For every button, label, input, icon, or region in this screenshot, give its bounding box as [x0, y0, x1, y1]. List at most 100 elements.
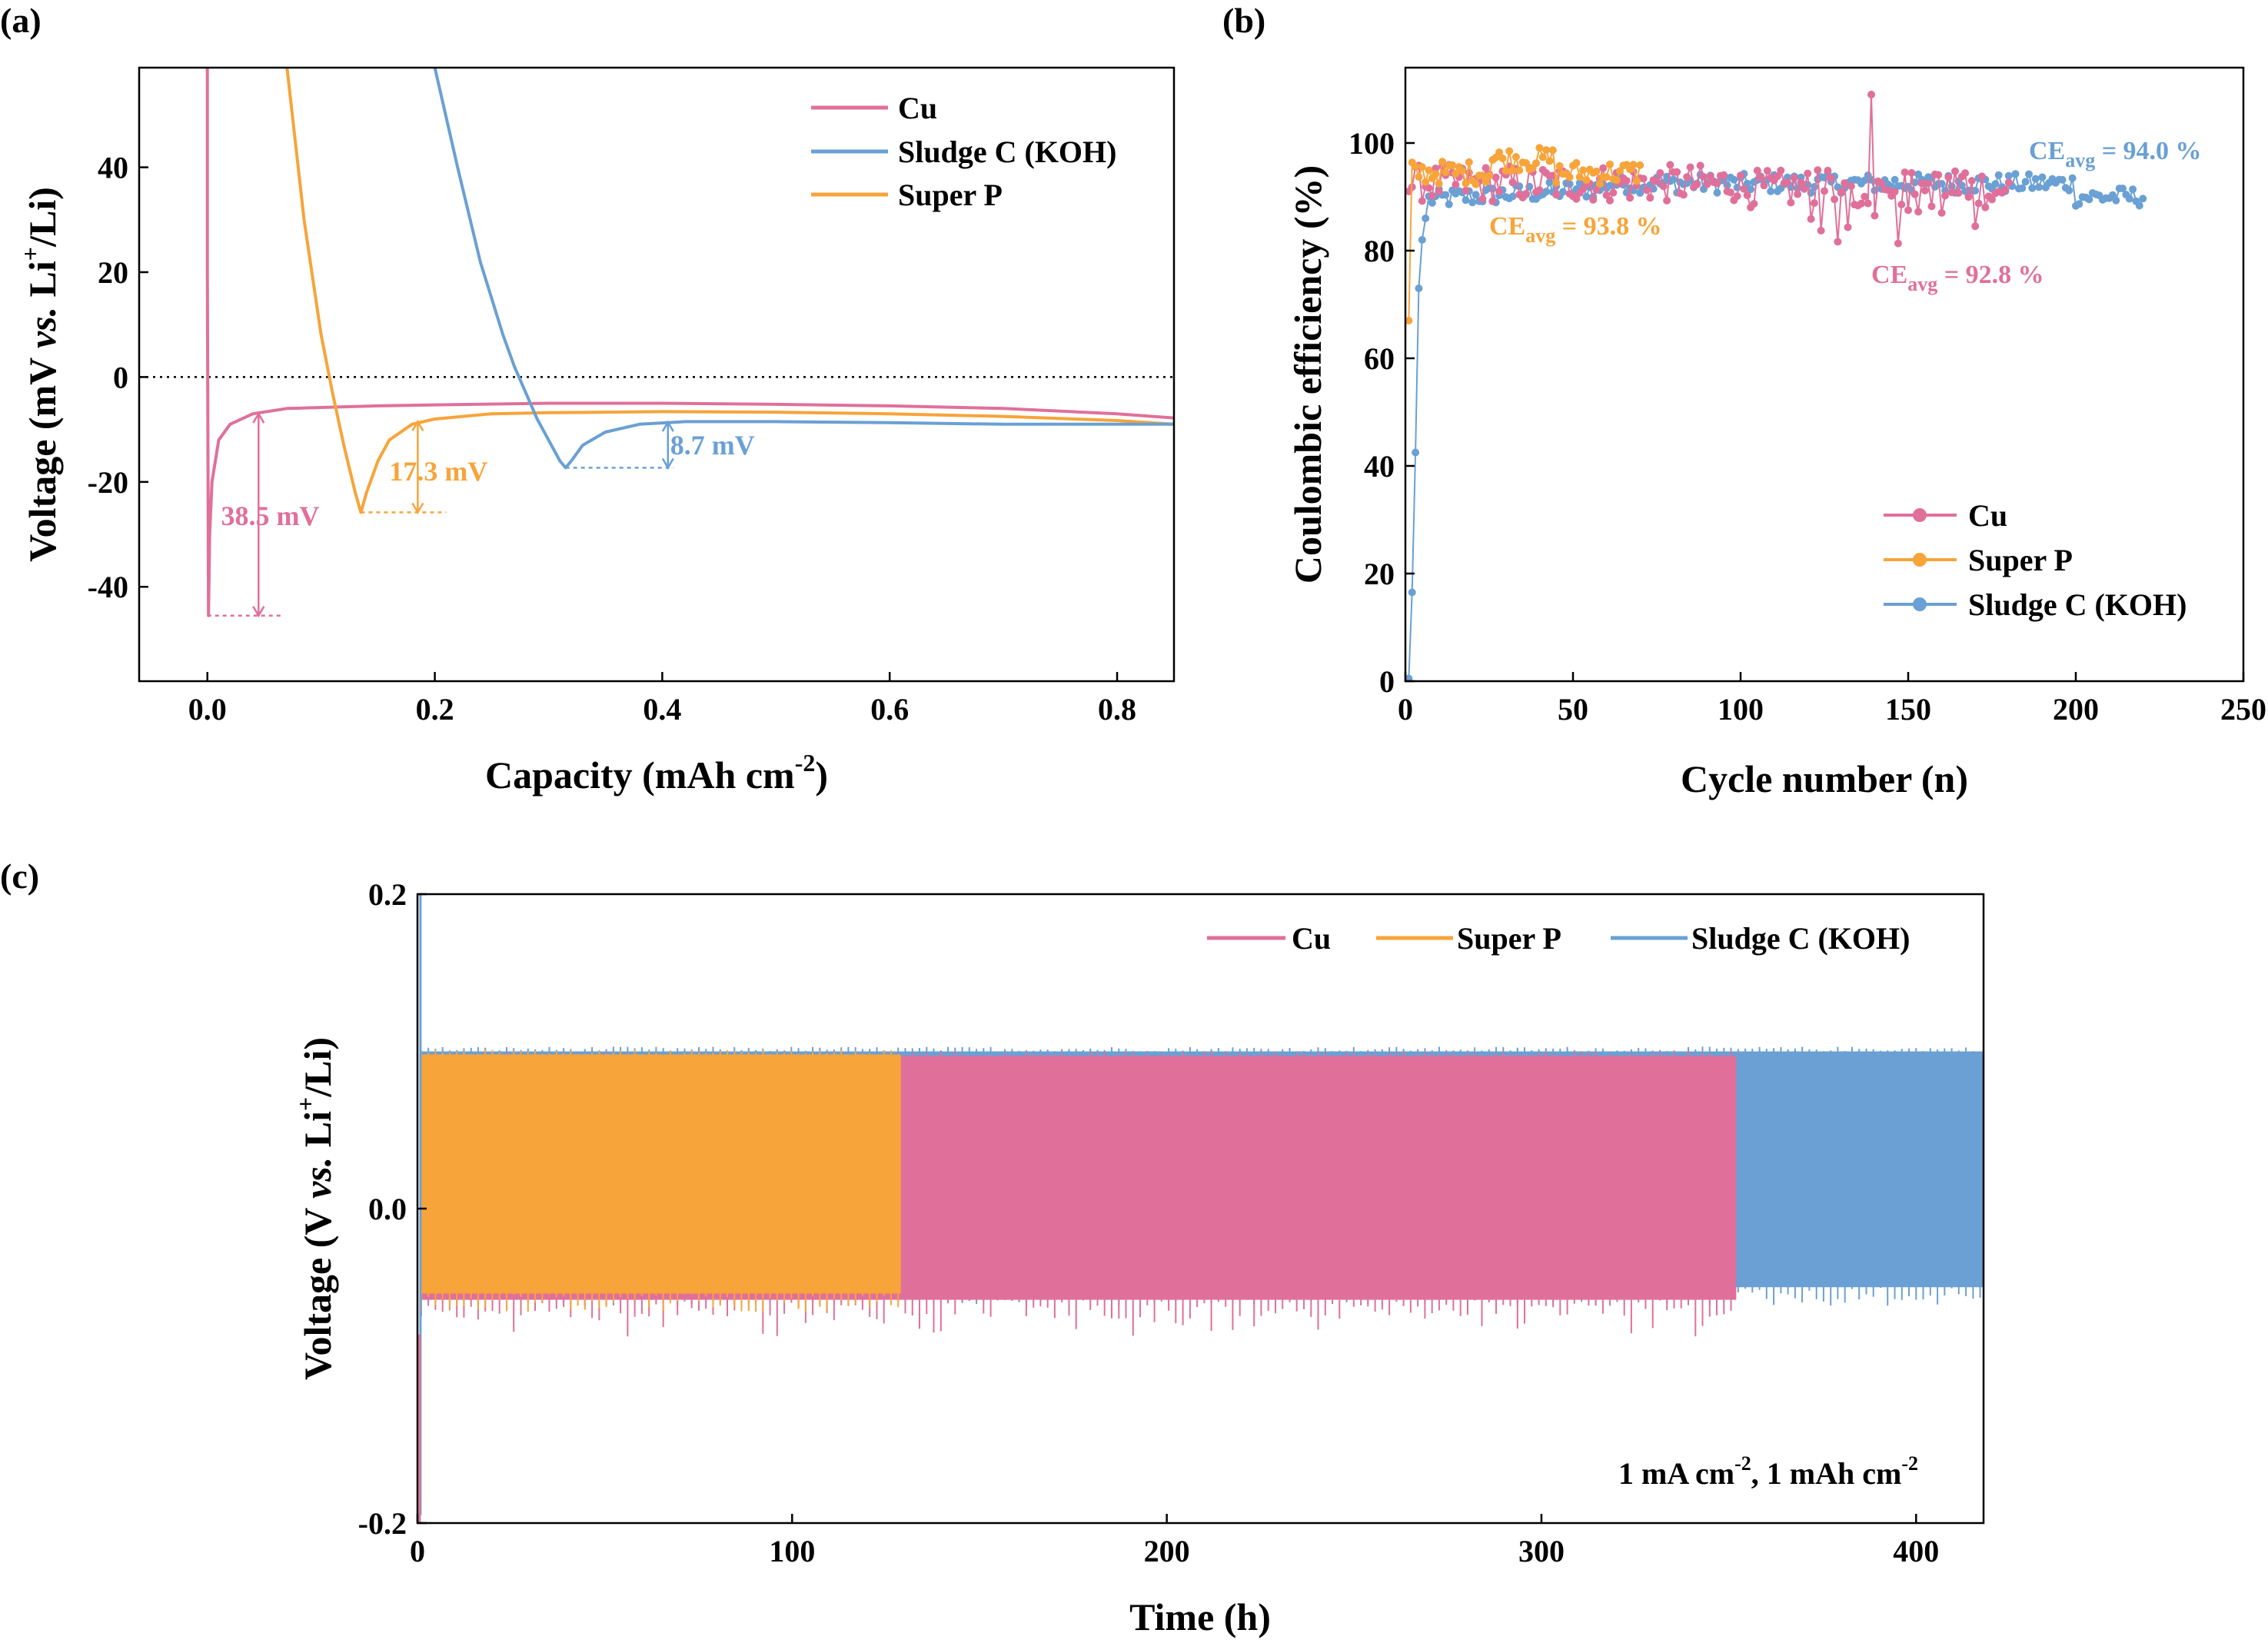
data-point-cu	[1804, 169, 1812, 178]
data-point-superp	[1472, 180, 1480, 188]
data-point-superp	[1462, 179, 1470, 188]
data-point-cu	[1941, 191, 1949, 200]
data-point-cu	[1847, 182, 1855, 191]
data-point-cu	[1743, 191, 1751, 199]
data-point-cu	[1837, 188, 1845, 196]
data-point-cu	[1713, 179, 1721, 188]
data-point-sludge	[2018, 184, 2027, 192]
data-point-cu	[1663, 196, 1671, 205]
data-point-sludge	[2068, 174, 2077, 182]
x-tick-label: 0.6	[870, 692, 909, 727]
data-point-sludge	[1508, 192, 1517, 201]
panel-a-series	[205, 68, 1174, 617]
data-point-superp	[1538, 153, 1547, 161]
data-point-cu	[1706, 172, 1714, 181]
data-point-cu	[1971, 222, 1980, 231]
data-point-cu	[1626, 194, 1634, 202]
data-point-sludge	[1542, 188, 1551, 196]
data-point-cu	[1817, 227, 1825, 234]
data-point-superp	[1448, 161, 1456, 169]
data-point-cu	[1914, 208, 1923, 216]
data-point-cu	[1871, 211, 1879, 220]
data-point-superp	[1425, 166, 1433, 175]
data-point-cu	[1774, 172, 1781, 181]
data-point-cu	[1934, 171, 1943, 179]
data-point-cu	[1642, 186, 1651, 195]
data-point-sludge	[2031, 175, 2040, 183]
data-point-superp	[1579, 166, 1588, 175]
panel-a-legend: Cu Sludge C (KOH) Super P	[811, 91, 1116, 212]
data-point-cu	[1609, 188, 1618, 197]
data-point-superp	[1572, 158, 1581, 167]
x-tick-label: 200	[2053, 692, 2099, 727]
data-point-cu	[1944, 173, 1953, 181]
panel-b-ylabel: Coulombic efficiency (%)	[1286, 165, 1329, 584]
panel-a-annotations: 38.5 mV 17.3 mV 8.7 mV	[207, 411, 755, 618]
data-point-superp	[1632, 177, 1641, 185]
x-tick-label: 0.0	[188, 692, 227, 727]
data-point-cu	[1904, 206, 1912, 215]
data-point-cu	[1592, 186, 1601, 194]
data-point-cu	[1897, 201, 1906, 208]
annotation-label: 17.3 mV	[389, 456, 487, 487]
x-tick-label: 0.4	[643, 692, 681, 727]
legend-marker-superp	[1913, 553, 1927, 567]
data-point-cu	[1653, 177, 1661, 185]
data-point-cu	[1924, 179, 1933, 188]
data-point-sludge	[1468, 198, 1477, 207]
panel-c-condition: 1 mA cm-2, 1 mAh cm-2	[1618, 1452, 1918, 1491]
data-point-cu	[1659, 182, 1668, 191]
data-point-cu	[1452, 181, 1460, 189]
data-point-sludge	[1733, 184, 1741, 191]
data-point-superp	[1565, 173, 1574, 181]
x-tick-label: 100	[769, 1534, 815, 1568]
x-tick-label: 0.8	[1098, 692, 1136, 727]
data-point-sludge	[2038, 173, 2047, 181]
data-point-cu	[1787, 198, 1795, 207]
x-tick-label: 250	[2220, 692, 2266, 727]
legend-label-sludge: Sludge C (KOH)	[898, 135, 1116, 169]
y-tick-label: 40	[98, 151, 128, 185]
panel-c-series	[418, 894, 1984, 1523]
data-point-cu	[1535, 186, 1544, 195]
data-point-sludge	[1445, 200, 1453, 208]
data-point-cu	[1800, 185, 1808, 193]
panel-a-chart: 38.5 mV 17.3 mV 8.7 mV 0.0 0.2 0.4 0.6 0.8 -40 -…	[16, 66, 1176, 797]
data-point-superp	[1405, 317, 1413, 324]
legend-marker-sludge	[1913, 597, 1927, 611]
data-point-cu	[1700, 173, 1708, 181]
x-tick-label: 300	[1518, 1534, 1565, 1568]
data-point-cu	[1790, 174, 1798, 182]
data-point-sludge	[2112, 196, 2120, 205]
data-point-cu	[1824, 166, 1832, 175]
panel-b-xlabel: Cycle number (n)	[1681, 757, 1968, 800]
data-point-sludge	[2035, 183, 2043, 191]
ce-avg-annotation: CEavg = 94.0 %	[2029, 137, 2202, 171]
data-point-cu	[1867, 91, 1875, 98]
data-point-sludge	[2021, 178, 2030, 186]
panel-c-chart: 0 100 200 300 400 -0.2 0.0 0.2 Cu Super P Sludg…	[291, 877, 1985, 1638]
data-point-cu	[1894, 239, 1902, 248]
data-point-sludge	[1405, 674, 1413, 681]
data-point-cu	[1951, 167, 1959, 175]
legend-label-cu: Cu	[1968, 498, 2007, 533]
data-point-cu	[1821, 187, 1828, 195]
y-tick-label: -0.2	[358, 1506, 407, 1541]
series-line-cu	[205, 68, 1174, 617]
data-point-superp	[1432, 170, 1440, 178]
panel-b-ticks: 0 50 100 150 200 250 0 20 40 60 80 100	[1348, 126, 2266, 727]
x-tick-label: 50	[1558, 692, 1588, 727]
data-point-sludge	[2125, 195, 2133, 203]
data-point-cu	[1432, 165, 1440, 172]
data-point-superp	[1465, 158, 1473, 166]
data-point-cu	[1646, 194, 1654, 202]
data-point-cu	[1760, 181, 1768, 190]
data-point-cu	[1961, 169, 1970, 178]
data-point-cu	[1508, 178, 1517, 187]
panel-a-label: (a)	[0, 1, 42, 40]
data-point-sludge	[2129, 185, 2137, 194]
data-point-superp	[1422, 178, 1430, 186]
data-point-cu	[1937, 208, 1946, 217]
data-point-sludge	[2119, 185, 2127, 193]
data-point-cu	[1589, 195, 1598, 204]
